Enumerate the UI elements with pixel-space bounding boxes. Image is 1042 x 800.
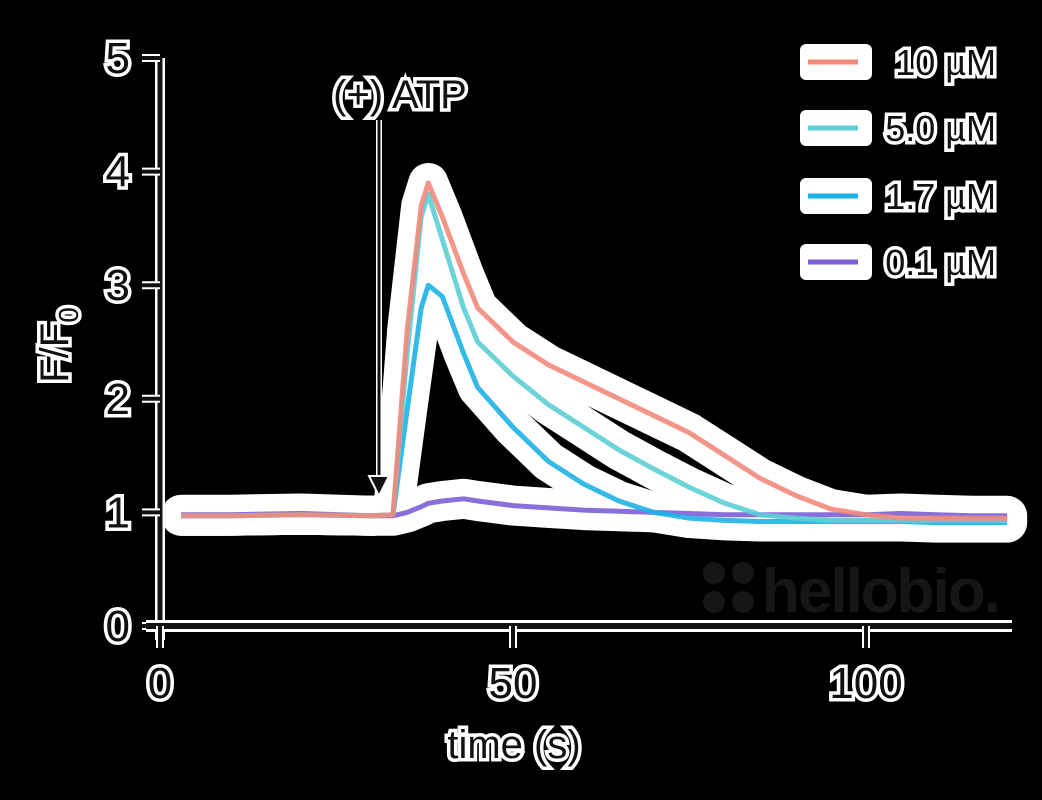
- logo-text: hellobio.: [762, 557, 999, 626]
- logo-dot-icon: [703, 591, 725, 613]
- y-tick-label: 1: [106, 488, 130, 537]
- legend-label: 0.1 µM: [885, 242, 996, 283]
- y-axis-title-main: F/F0: [33, 307, 84, 383]
- y-axis-title: F/F0: [30, 304, 88, 387]
- y-tick-label: 4: [106, 148, 130, 197]
- legend-item: 0.1 µM: [800, 239, 1000, 287]
- legend-item: 5.0 µM: [800, 105, 1000, 153]
- logo-dot-icon: [732, 562, 754, 584]
- legend-item: 1.7 µM: [800, 173, 1000, 221]
- logo-dot-icon: [703, 562, 725, 584]
- legend-label: 10 µM: [895, 42, 996, 83]
- x-axis: 0 50 100: [144, 620, 1012, 712]
- atp-annotation: (+) ATP: [333, 73, 467, 117]
- x-tick-label: 0: [148, 659, 172, 708]
- x-tick-label: 50: [489, 659, 538, 708]
- hellobio-logo: hellobio.: [703, 557, 1001, 626]
- legend-label: 1.7 µM: [885, 176, 996, 217]
- y-tick-label: 3: [106, 261, 130, 310]
- y-tick-label: 2: [106, 375, 130, 424]
- logo-dot-icon: [732, 591, 754, 613]
- data-traces: [181, 180, 1008, 526]
- trace-10m: [181, 180, 1008, 521]
- y-tick-label: 0: [106, 602, 130, 651]
- y-axis: 0 1 2 3 4 5: [102, 31, 165, 655]
- atp-arrow-icon: [367, 120, 391, 499]
- legend-label: 5.0 µM: [885, 108, 996, 149]
- legend: 10 µM 5.0 µM 1.7 µM 0.1 µM: [800, 39, 1000, 287]
- x-axis-title: time (s): [447, 723, 580, 767]
- y-tick-label: 5: [106, 34, 130, 83]
- legend-item: 10 µM: [800, 39, 1000, 87]
- x-tick-label: 100: [829, 659, 902, 708]
